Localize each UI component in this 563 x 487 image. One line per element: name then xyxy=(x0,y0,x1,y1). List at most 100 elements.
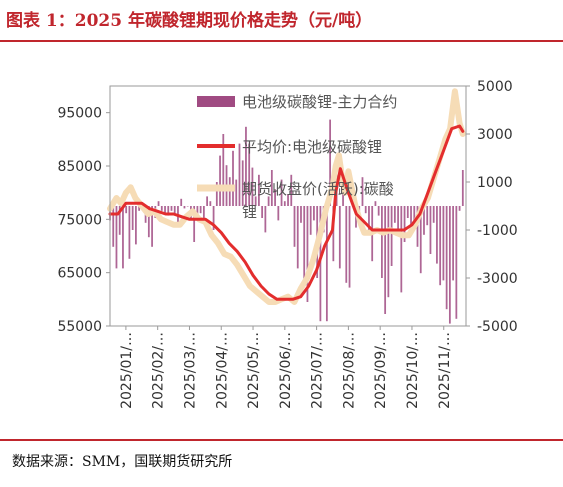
basis-bar xyxy=(296,206,299,269)
basis-bar xyxy=(429,206,432,254)
basis-bar xyxy=(452,206,454,281)
basis-bar xyxy=(157,201,160,206)
basis-bar xyxy=(439,206,442,286)
basis-bar xyxy=(270,170,273,206)
source-note: 数据来源：SMM，国联期货研究所 xyxy=(12,454,233,470)
basis-bar xyxy=(397,206,399,235)
right-axis-label: -5000 xyxy=(477,319,518,335)
basis-bar xyxy=(125,206,128,214)
axes: 55000 65000 75000 85000 95000 -5000 -3000 -1000… xyxy=(57,79,517,409)
basis-bar xyxy=(222,134,225,206)
basis-bar xyxy=(442,206,445,281)
basis-bar xyxy=(319,206,322,322)
basis-bar xyxy=(206,196,208,206)
spot-line xyxy=(108,124,465,301)
basis-bar xyxy=(261,206,264,218)
legend-label-futures-line2: 锂 xyxy=(242,203,257,221)
basis-bar xyxy=(193,206,196,242)
basis-bar xyxy=(303,206,306,286)
right-axis-label: 3000 xyxy=(477,127,513,143)
basis-bar xyxy=(293,206,296,247)
bottom-rule xyxy=(0,439,563,441)
basis-bar xyxy=(400,206,403,293)
basis-bar xyxy=(384,206,387,314)
basis-bar xyxy=(448,206,451,324)
basis-bar xyxy=(238,143,241,206)
legend-label-basis: 电池级碳酸锂-主力合约 xyxy=(242,93,397,111)
legend-label-spot: 平均价:电池级碳酸锂 xyxy=(242,138,382,156)
basis-bar xyxy=(374,201,377,206)
left-axis-label: 85000 xyxy=(57,159,102,175)
basis-bar xyxy=(135,206,137,245)
basis-bar xyxy=(170,206,173,211)
basis-bar xyxy=(183,206,186,209)
x-axis-label: 2025/06/… xyxy=(278,332,294,409)
x-axis-label: 2025/05/… xyxy=(246,332,262,409)
basis-bar xyxy=(209,201,212,206)
basis-bar xyxy=(219,155,221,206)
basis-bar xyxy=(287,194,289,206)
basis-bar xyxy=(258,174,260,206)
basis-bar xyxy=(419,206,422,274)
basis-bar xyxy=(413,206,416,221)
basis-bar xyxy=(215,182,218,206)
basis-bar xyxy=(248,143,251,206)
legend-label-futures: 期货收盘价(活跃):碳酸锂 xyxy=(242,180,394,221)
basis-bar xyxy=(274,189,276,206)
basis-bar xyxy=(115,206,118,269)
basis-bar xyxy=(390,206,393,266)
basis-bar xyxy=(458,206,461,211)
basis-bar xyxy=(290,174,293,206)
right-axis-label: -1000 xyxy=(477,223,518,239)
basis-bar xyxy=(112,206,115,247)
x-axis-label: 2025/01/… xyxy=(119,332,135,409)
basis-bar xyxy=(147,206,150,238)
legend-label-futures-line1: 期货收盘价(活跃):碳酸 xyxy=(242,180,394,198)
plot-frame xyxy=(109,85,467,327)
legend-swatch-basis xyxy=(197,96,235,107)
basis-bar xyxy=(228,177,231,206)
right-axis-label: 1000 xyxy=(477,175,513,191)
x-axis-label: 2025/02/… xyxy=(151,332,167,409)
basis-bar xyxy=(338,206,341,269)
basis-bar xyxy=(423,206,425,235)
basis-bar xyxy=(306,206,309,302)
basis-bar xyxy=(426,206,429,226)
basis-bar xyxy=(329,119,331,206)
basis-bar xyxy=(138,206,141,211)
basis-bar xyxy=(361,177,364,206)
right-axis-label: 5000 xyxy=(477,79,513,95)
right-axis-label: -3000 xyxy=(477,271,518,287)
chart-area: 55000 65000 75000 85000 95000 -5000 -3000 -1000… xyxy=(57,79,517,409)
basis-bar xyxy=(432,206,435,223)
basis-bar xyxy=(406,206,409,218)
basis-bar xyxy=(235,179,238,206)
basis-bar xyxy=(436,206,438,264)
basis-bar xyxy=(300,206,302,223)
basis-bar xyxy=(348,206,351,288)
basis-bar xyxy=(403,206,406,242)
basis-bar xyxy=(280,179,283,206)
x-axis-label: 2025/04/… xyxy=(214,332,230,409)
basis-bar xyxy=(151,206,153,247)
basis-bar xyxy=(180,198,183,206)
basis-bar xyxy=(309,206,312,235)
basis-bar xyxy=(245,126,247,206)
basis-bar xyxy=(345,206,348,283)
basis-bar xyxy=(199,206,202,214)
x-axis-label: 2025/08/… xyxy=(341,332,357,409)
basis-bar xyxy=(241,160,244,206)
basis-bar xyxy=(393,206,396,223)
basis-bar xyxy=(461,170,464,206)
basis-bar xyxy=(122,206,124,269)
x-axis-label: 2025/07/… xyxy=(310,332,326,409)
price-lines xyxy=(107,88,466,305)
futures-line xyxy=(107,88,466,305)
basis-bar xyxy=(167,206,170,216)
x-axis-label: 2025/11/… xyxy=(437,332,453,409)
basis-bar xyxy=(254,196,257,206)
chart-title: 图表 1：2025 年碳酸锂期现价格走势（元/吨） xyxy=(6,11,373,31)
basis-bar xyxy=(232,150,234,206)
basis-bar xyxy=(212,206,215,230)
